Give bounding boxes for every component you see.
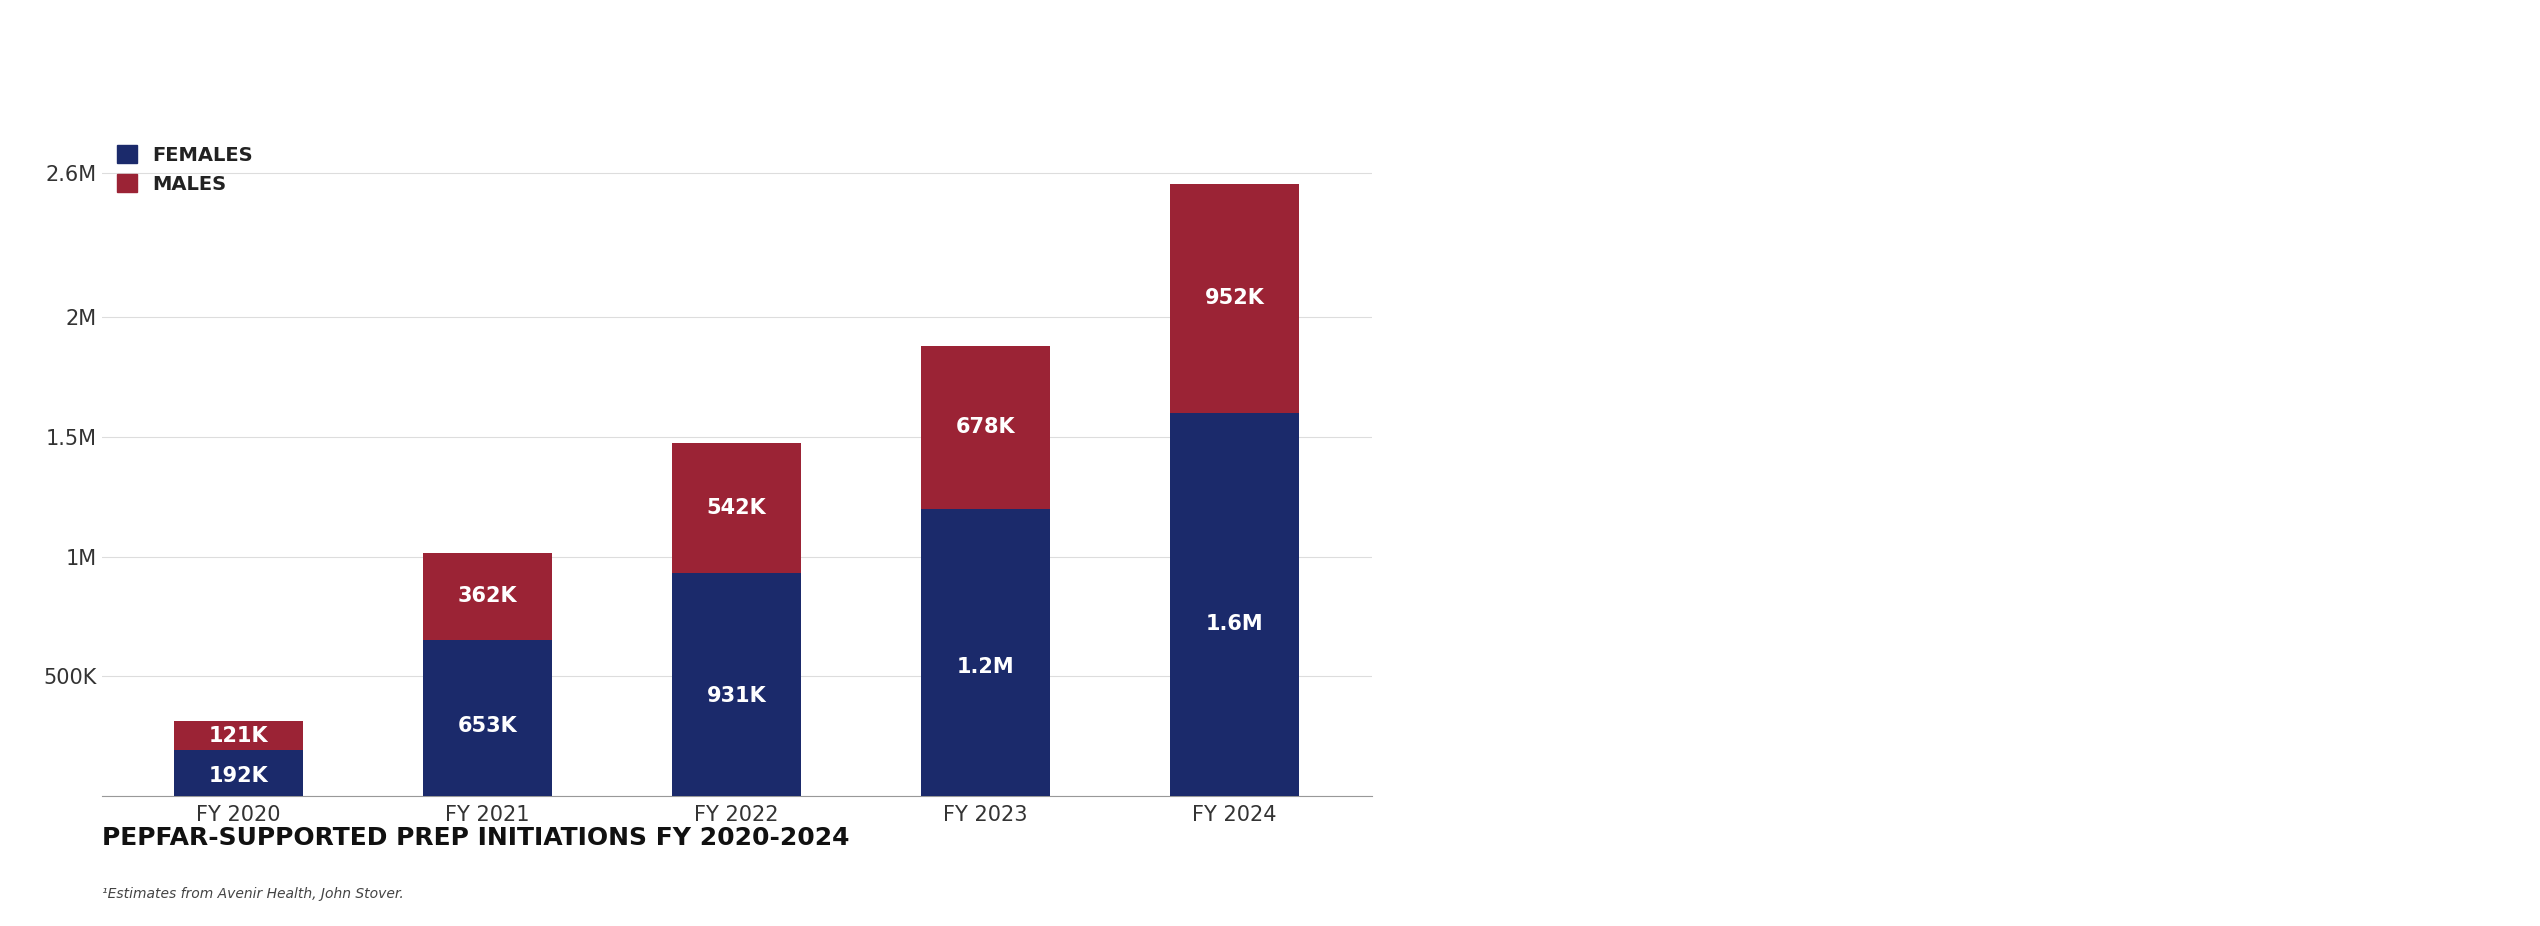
Text: PEPFAR accounts for more than 90% of PrEP initiations globally.
PEPFAR is provid: PEPFAR accounts for more than 90% of PrE… bbox=[1488, 560, 2240, 724]
Bar bbox=[1171, 413, 1300, 796]
Text: 952K: 952K bbox=[1204, 289, 1265, 308]
Text: 678K: 678K bbox=[955, 418, 1016, 437]
Text: 653K: 653K bbox=[457, 716, 518, 736]
Legend: FEMALES, MALES: FEMALES, MALES bbox=[112, 139, 259, 199]
Bar bbox=[173, 721, 302, 750]
Text: In the last four years, new annual PrEP initiations supported by
PEPFAR have inc: In the last four years, new annual PrEP … bbox=[1488, 407, 2187, 484]
Text: PEPFAR is delivering on the growing demand across partner
countries for highly e: PEPFAR is delivering on the growing dema… bbox=[1488, 147, 2334, 225]
Bar bbox=[422, 640, 551, 796]
Text: ¹Estimates from Avenir Health, John Stover.: ¹Estimates from Avenir Health, John Stov… bbox=[102, 886, 404, 901]
Bar bbox=[673, 444, 800, 573]
Bar bbox=[922, 508, 1052, 796]
Bar bbox=[1171, 184, 1300, 413]
Text: 542K: 542K bbox=[706, 498, 767, 518]
Text: 192K: 192K bbox=[208, 766, 269, 785]
Text: 1.6M: 1.6M bbox=[1206, 614, 1262, 633]
Bar bbox=[173, 750, 302, 796]
Text: 931K: 931K bbox=[706, 686, 767, 706]
Bar bbox=[422, 553, 551, 640]
Text: 121K: 121K bbox=[208, 726, 269, 745]
Text: 1.2M: 1.2M bbox=[958, 657, 1013, 677]
Text: 362K: 362K bbox=[457, 586, 518, 607]
Bar bbox=[922, 346, 1052, 508]
Text: PEPFAR-SUPPORTED PREP INITIATIONS FY 2020-2024: PEPFAR-SUPPORTED PREP INITIATIONS FY 202… bbox=[102, 826, 848, 850]
Text: DRIVING HIV PREVENTION INNOVATION TO THE COMMUNITY: DRIVING HIV PREVENTION INNOVATION TO THE… bbox=[612, 22, 1928, 61]
Bar bbox=[673, 573, 800, 796]
